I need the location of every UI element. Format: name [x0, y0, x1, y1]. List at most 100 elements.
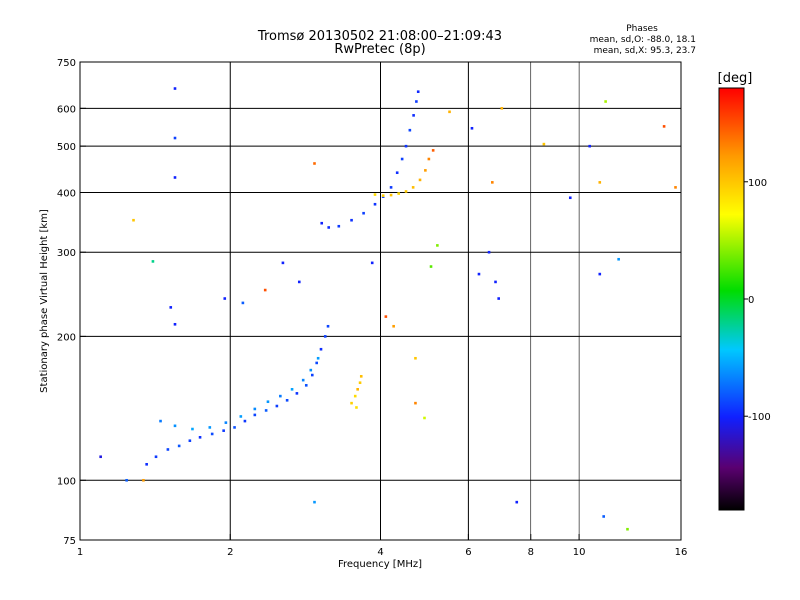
data-point — [173, 136, 177, 140]
colorbar-ticks: 100 0 -100 — [744, 178, 771, 423]
data-point — [125, 478, 128, 482]
data-point — [358, 381, 362, 385]
data-point — [166, 448, 170, 451]
data-point — [429, 265, 433, 268]
data-point — [253, 407, 257, 411]
data-point — [315, 361, 318, 365]
data-point — [316, 356, 320, 360]
data-point — [323, 335, 327, 338]
data-point — [210, 432, 214, 436]
data-point — [487, 250, 491, 254]
phase-o-stats: mean, sd,O: -88.0, 18.1 — [590, 35, 696, 45]
data-point — [337, 224, 341, 228]
data-point — [362, 211, 365, 215]
data-point — [145, 463, 148, 466]
x-tick-label: 1 — [77, 547, 83, 558]
data-point — [173, 176, 177, 179]
data-point — [222, 429, 225, 432]
data-point — [223, 297, 227, 300]
data-point — [350, 218, 353, 222]
data-points — [99, 87, 677, 531]
data-point — [264, 409, 268, 412]
data-point — [275, 404, 279, 408]
x-tick-label: 6 — [465, 547, 471, 558]
data-point — [477, 272, 481, 276]
data-point — [239, 415, 243, 418]
data-point — [515, 500, 519, 504]
data-point — [491, 181, 494, 184]
data-point — [154, 455, 158, 459]
data-point — [304, 384, 308, 387]
data-point — [313, 162, 316, 165]
x-tick-label: 16 — [675, 547, 688, 558]
colorbar-tick-label: -100 — [748, 412, 771, 423]
y-tick-label: 300 — [57, 248, 76, 259]
data-point — [392, 324, 395, 328]
data-point — [320, 221, 324, 225]
data-point — [301, 378, 305, 382]
data-point — [373, 202, 377, 206]
colorbar-tick-label: 100 — [748, 178, 767, 189]
data-point — [313, 500, 316, 504]
data-point — [327, 226, 331, 229]
x-tick-label: 4 — [377, 547, 383, 558]
data-point — [309, 368, 313, 372]
data-point — [99, 455, 102, 459]
data-point — [494, 280, 497, 284]
data-point — [497, 297, 500, 300]
data-point — [285, 399, 289, 402]
colorbar — [718, 87, 745, 511]
data-point — [436, 244, 439, 247]
data-point — [568, 196, 572, 200]
x-tick-label: 10 — [573, 547, 586, 558]
y-tick-label: 75 — [63, 536, 76, 547]
data-point — [384, 315, 388, 318]
colorbar-tick-label: 0 — [748, 295, 754, 306]
chart-title: Tromsø 20130502 21:08:00–21:09:43 — [257, 29, 502, 44]
data-point — [373, 193, 377, 196]
data-point — [412, 114, 415, 117]
data-point — [431, 149, 435, 152]
data-point — [310, 373, 314, 377]
y-axis-label: Stationary phase Virtual Height [km] — [39, 209, 50, 393]
y-tick-label: 500 — [57, 142, 76, 153]
series-0 — [145, 324, 330, 466]
y-tick-label: 100 — [57, 476, 76, 487]
colorbar-label: [deg] — [718, 71, 753, 86]
data-point — [395, 171, 399, 175]
data-point — [208, 426, 212, 429]
x-tick-label: 8 — [528, 547, 534, 558]
data-point — [281, 261, 285, 265]
data-point — [598, 272, 602, 276]
y-tick-label: 400 — [57, 188, 76, 199]
data-point — [404, 190, 408, 193]
data-point — [198, 436, 202, 439]
data-point — [389, 193, 393, 197]
phase-x-stats: mean, sd,X: 95.3, 23.7 — [594, 46, 696, 56]
data-point — [295, 392, 299, 395]
data-point — [159, 419, 162, 423]
data-point — [173, 322, 177, 326]
data-point — [350, 401, 353, 405]
data-point — [423, 416, 426, 420]
data-point — [542, 142, 546, 146]
data-point — [397, 192, 400, 195]
series-4 — [373, 149, 435, 197]
y-tick-label: 750 — [57, 58, 76, 69]
phase-heading: Phases — [626, 24, 658, 34]
data-point — [470, 126, 474, 130]
data-point — [263, 288, 267, 292]
x-axis-ticks: 1 2 4 6 8 10 16 — [77, 534, 688, 558]
data-point — [241, 301, 245, 305]
data-point — [411, 186, 415, 189]
data-point — [414, 356, 417, 360]
data-point — [355, 406, 358, 409]
data-point — [415, 100, 418, 103]
data-point — [132, 218, 135, 222]
y-tick-label: 200 — [57, 332, 76, 343]
data-point — [418, 178, 422, 182]
data-point — [389, 186, 393, 189]
data-point — [356, 388, 359, 391]
data-point — [191, 427, 194, 431]
data-point — [408, 128, 412, 132]
